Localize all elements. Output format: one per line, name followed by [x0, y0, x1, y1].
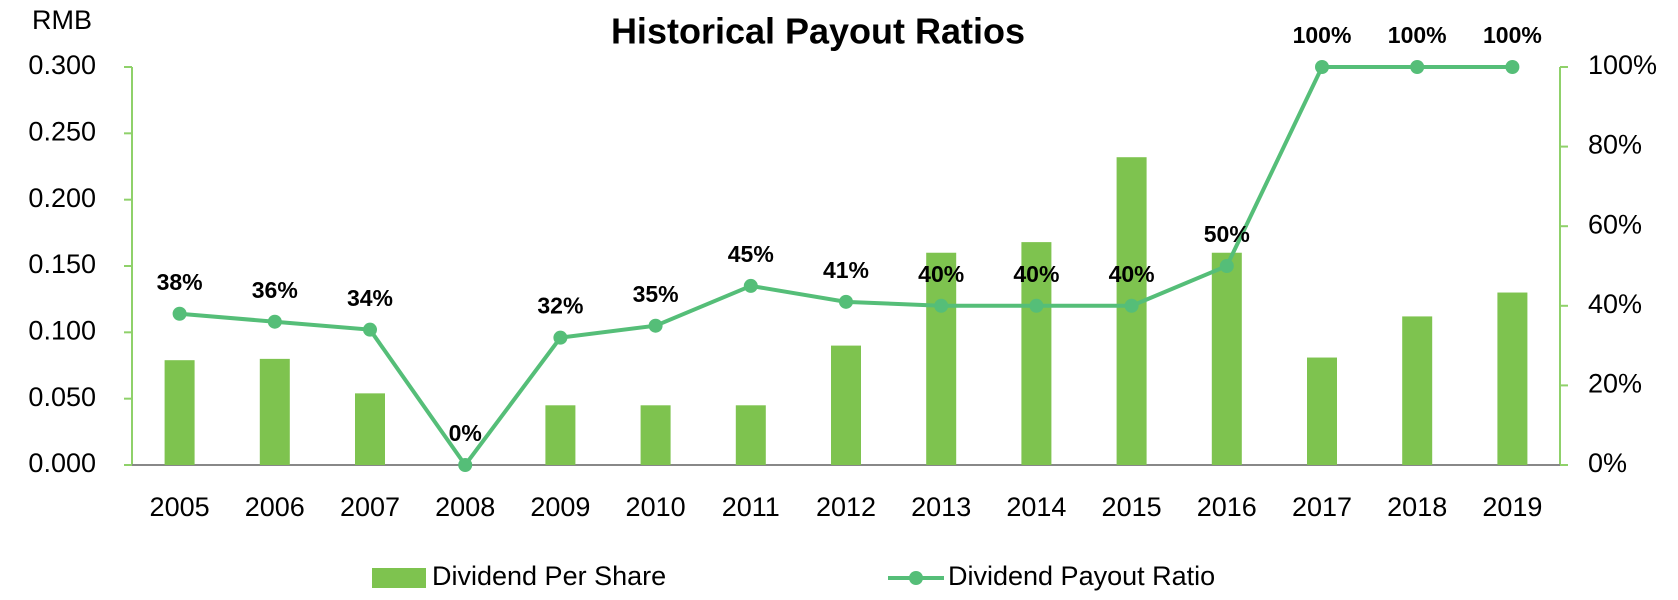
bar: [259, 358, 290, 465]
legend-swatch: [372, 568, 426, 588]
value-label: 36%: [252, 277, 298, 303]
x-tick-label: 2008: [435, 492, 495, 522]
x-tick-label: 2014: [1006, 492, 1066, 522]
value-label: 41%: [823, 257, 869, 283]
chart-title: Historical Payout Ratios: [611, 11, 1025, 52]
y-tick-label: 0.200: [28, 183, 96, 213]
x-tick-label: 2011: [722, 492, 780, 522]
line-marker: [1124, 298, 1139, 313]
value-label: 50%: [1204, 221, 1250, 247]
x-tick-label: 2016: [1197, 492, 1257, 522]
y-tick-label: 0.050: [28, 382, 96, 412]
bar: [1021, 242, 1052, 465]
line-marker: [363, 322, 377, 337]
bar: [164, 360, 195, 465]
bar: [926, 252, 957, 465]
value-label: 35%: [633, 281, 679, 307]
value-label: 40%: [918, 261, 964, 287]
value-label: 40%: [1109, 261, 1155, 287]
x-tick-label: 2005: [150, 492, 210, 522]
y-tick-label: 0.250: [28, 116, 96, 146]
x-tick-label: 2017: [1292, 492, 1352, 522]
legend-label: Dividend Payout Ratio: [948, 561, 1215, 591]
value-label: 34%: [347, 285, 393, 311]
value-label: 40%: [1013, 261, 1059, 287]
bar: [831, 345, 861, 465]
line-marker: [267, 314, 282, 329]
y2-tick-label: 100%: [1588, 50, 1657, 80]
value-label: 45%: [728, 241, 774, 267]
x-tick-label: 2019: [1482, 492, 1542, 522]
legend-marker: [909, 571, 923, 585]
x-tick-label: 2018: [1387, 492, 1447, 522]
line-marker: [1505, 60, 1520, 74]
line-marker: [1029, 298, 1044, 313]
y2-tick-label: 20%: [1588, 369, 1642, 399]
y2-tick-label: 80%: [1588, 130, 1642, 160]
value-label: 100%: [1483, 22, 1542, 48]
line-marker: [1315, 60, 1329, 74]
y-axis-label: RMB: [32, 5, 92, 35]
line-marker: [458, 458, 473, 472]
bar: [1211, 252, 1242, 465]
bar: [1402, 316, 1433, 465]
y-tick-label: 0.150: [28, 249, 96, 279]
value-label: 38%: [157, 269, 203, 295]
x-tick-label: 2006: [245, 492, 305, 522]
value-label: 0%: [449, 420, 482, 446]
value-label: 100%: [1293, 22, 1352, 48]
x-tick-label: 2013: [911, 492, 971, 522]
bar: [545, 405, 576, 465]
y-tick-label: 0.100: [28, 315, 96, 345]
y-tick-label: 0.300: [28, 50, 96, 80]
line-marker: [743, 278, 758, 293]
y-tick-label: 0.000: [28, 448, 96, 478]
x-tick-label: 2012: [816, 492, 876, 522]
legend-label: Dividend Per Share: [432, 561, 666, 591]
x-tick-label: 2007: [340, 492, 400, 522]
value-label: 32%: [537, 293, 583, 319]
line-marker: [1410, 60, 1425, 74]
bar: [640, 405, 671, 465]
y2-tick-label: 0%: [1588, 448, 1627, 478]
bar: [1307, 357, 1337, 465]
bar: [1497, 292, 1528, 465]
line-marker: [839, 294, 853, 309]
line-marker: [1219, 259, 1234, 273]
line-marker: [648, 318, 663, 333]
line-marker: [934, 298, 949, 313]
value-label: 100%: [1388, 22, 1447, 48]
x-tick-label: 2009: [530, 492, 590, 522]
bar: [735, 405, 766, 465]
y2-tick-label: 40%: [1588, 289, 1642, 319]
y2-tick-label: 60%: [1588, 209, 1642, 239]
x-tick-label: 2010: [626, 492, 686, 522]
line-marker: [553, 330, 568, 345]
bar: [355, 393, 385, 465]
line-marker: [172, 306, 187, 321]
x-tick-label: 2015: [1102, 492, 1162, 522]
